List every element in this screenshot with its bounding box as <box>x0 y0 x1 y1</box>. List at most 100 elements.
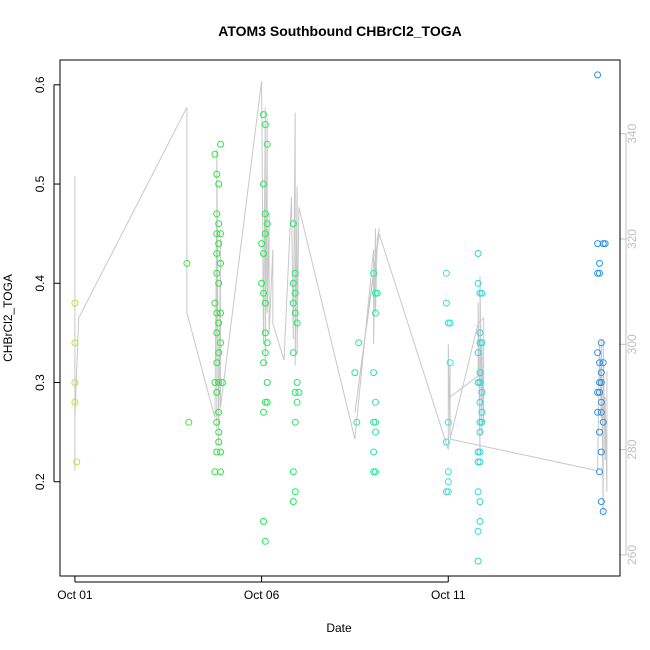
data-point <box>260 180 267 188</box>
data-point <box>594 269 602 277</box>
y-tick-label: 0.5 <box>33 175 47 192</box>
data-point <box>478 418 486 426</box>
data-point <box>476 498 484 506</box>
data-point <box>597 379 605 386</box>
data-point <box>217 468 224 476</box>
data-point <box>599 240 607 248</box>
data-point <box>476 428 484 436</box>
data-point <box>476 379 484 386</box>
data-point <box>213 170 221 178</box>
data-point <box>596 388 603 396</box>
data-point <box>261 299 269 307</box>
data-point <box>213 210 221 218</box>
data-point <box>478 289 486 297</box>
data-point <box>446 319 454 327</box>
y2-tick-label: 260 <box>625 545 639 565</box>
data-point <box>596 259 603 267</box>
data-point <box>594 71 602 79</box>
data-point <box>597 369 605 377</box>
data-point <box>291 388 299 396</box>
data-point <box>476 339 484 347</box>
data-point <box>446 359 454 367</box>
data-point <box>263 140 271 148</box>
data-point <box>444 468 452 476</box>
overlay-line-layer <box>74 81 608 513</box>
data-point <box>289 498 297 506</box>
data-point <box>372 309 379 317</box>
plot-frame <box>59 59 621 577</box>
data-point <box>474 527 482 535</box>
data-point <box>263 379 271 386</box>
overlay-series-line <box>74 81 608 513</box>
y-tick-label: 0.3 <box>33 374 47 391</box>
data-point <box>476 369 484 377</box>
data-point <box>372 398 379 406</box>
data-point <box>601 240 609 248</box>
data-point <box>476 517 484 525</box>
data-point <box>442 438 450 446</box>
data-point <box>213 269 221 277</box>
data-point <box>594 408 602 416</box>
x-tick-label: Oct 06 <box>244 588 280 602</box>
data-point <box>260 250 267 257</box>
data-point <box>261 121 269 128</box>
data-point <box>597 339 605 347</box>
data-point <box>261 537 269 545</box>
data-point <box>599 418 607 426</box>
data-point <box>476 329 484 337</box>
data-point <box>596 269 603 277</box>
data-point <box>215 240 223 248</box>
data-point <box>71 299 79 307</box>
data-point <box>474 557 482 565</box>
data-point <box>213 329 221 337</box>
data-point <box>217 230 224 238</box>
data-point <box>597 398 605 406</box>
data-point <box>597 448 605 456</box>
data-point <box>474 448 482 456</box>
data-point <box>185 418 193 426</box>
x-tick-label: Oct 11 <box>431 588 466 602</box>
y2-tick-label: 300 <box>625 334 639 354</box>
data-point <box>478 339 486 347</box>
data-point <box>293 379 301 386</box>
data-point <box>263 398 271 406</box>
chart-title: ATOM3 Southbound CHBrCl2_TOGA <box>218 23 461 39</box>
data-point <box>476 289 484 297</box>
y-axis-label: CHBrCl2_TOGA <box>1 274 15 362</box>
data-point <box>596 468 603 476</box>
data-point <box>372 468 379 476</box>
data-point <box>261 230 269 238</box>
x-axis-label: Date <box>326 621 352 635</box>
data-point <box>215 408 223 416</box>
data-point <box>215 180 223 188</box>
data-point <box>213 388 221 396</box>
data-point <box>370 418 378 426</box>
data-point <box>596 359 603 367</box>
data-point <box>594 240 602 248</box>
data-point <box>289 349 297 357</box>
data-point <box>260 517 267 525</box>
data-point <box>353 418 361 426</box>
data-point <box>293 398 301 406</box>
data-point <box>597 408 605 416</box>
y2-tick-label: 320 <box>625 229 639 249</box>
data-point <box>478 408 486 416</box>
data-point <box>289 468 297 476</box>
data-point <box>261 329 269 337</box>
data-point <box>476 398 484 406</box>
data-point <box>289 220 297 228</box>
y2-tick-label: 340 <box>625 123 639 143</box>
data-point <box>215 349 223 357</box>
data-point <box>217 448 224 456</box>
points-layer <box>71 71 609 565</box>
data-point <box>351 369 359 377</box>
x-tick-label: Oct 01 <box>57 588 93 602</box>
data-point <box>215 379 223 386</box>
data-point <box>373 289 381 297</box>
data-point <box>372 418 379 426</box>
data-point <box>372 428 379 436</box>
data-point <box>211 150 219 158</box>
data-point <box>291 418 299 426</box>
data-point <box>442 488 450 496</box>
